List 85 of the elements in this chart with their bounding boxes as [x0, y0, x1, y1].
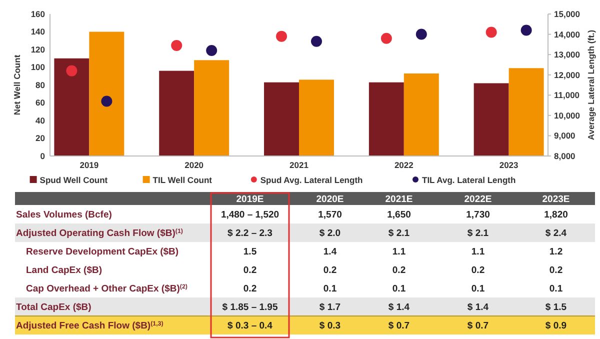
- text: 0.1: [549, 284, 564, 295]
- text: 1,820: [544, 210, 568, 221]
- text: 2020E: [316, 194, 344, 205]
- text: $ 0.7: [467, 320, 489, 332]
- bar: [159, 70, 194, 156]
- text: Adjusted Free Cash Flow ($B)$^{(1,3)}$: [16, 320, 164, 332]
- text: 0.2: [549, 265, 563, 276]
- text: Reserve Development CapEx ($B): [26, 246, 179, 258]
- text: $ 2.2 – 2.3: [228, 228, 272, 240]
- bar: [508, 68, 544, 156]
- text: $ 1.4: [467, 302, 490, 314]
- legend-label: TIL Well Count: [152, 175, 212, 185]
- text: 1.1: [392, 246, 406, 258]
- legend-label: TIL Avg. Lateral Length: [422, 175, 516, 185]
- bar: [404, 73, 439, 156]
- text: $ 0.3: [319, 320, 341, 332]
- y2-tick-label: 8,000: [554, 150, 576, 161]
- text: $ 0.3 – 0.4: [228, 320, 274, 332]
- x-tick-label: 2022: [394, 160, 414, 170]
- y-tick-label: 140: [30, 26, 46, 37]
- x-tick-label: 2023: [499, 160, 519, 170]
- text: Adjusted Operating Cash Flow ($B)$^{(1)}$: [16, 228, 183, 240]
- y-tick-label: 120: [30, 44, 46, 54]
- y2-tick-label: 11,000: [554, 90, 580, 100]
- text: 0.2: [323, 265, 337, 276]
- y-tick-label: 60: [36, 98, 46, 108]
- bar: [194, 60, 230, 156]
- y2-tick-label: 13,000: [554, 50, 580, 60]
- text: 0.1: [323, 284, 338, 295]
- text: $ 1.85 – 1.95: [222, 302, 278, 314]
- text: 1.2: [549, 246, 563, 258]
- text: Total CapEx ($B): [16, 302, 92, 314]
- x-tick-label: 2019: [80, 160, 99, 170]
- text: 1,650: [387, 210, 411, 221]
- y-tick-label: 20: [36, 133, 46, 144]
- y2-tick-label: 14,000: [554, 29, 580, 40]
- text: 1,480 – 1,520: [220, 210, 280, 221]
- x-tick-label: 2021: [290, 160, 309, 170]
- x-tick-label: 2020: [184, 160, 204, 170]
- text: Land CapEx ($B): [26, 265, 102, 276]
- text: $ 2.4: [545, 228, 568, 240]
- text: $ 2.1: [388, 228, 410, 240]
- text: $ 1.7: [319, 302, 341, 314]
- y-tick-label: 160: [30, 8, 46, 19]
- y2-axis-title: Average Lateral Length (ft.): [586, 30, 596, 140]
- text: $ 2.1: [467, 228, 490, 240]
- bar: [89, 32, 124, 156]
- bar: [368, 82, 404, 156]
- bar: [474, 83, 509, 156]
- text: $ 0.7: [388, 320, 410, 332]
- y-tick-label: 100: [30, 62, 46, 72]
- text: Cap Overhead + Other CapEx ($B)$^{(2)}$: [26, 283, 188, 295]
- legend-label: Spud Avg. Lateral Length: [260, 175, 363, 185]
- y-tick-label: 40: [36, 115, 46, 126]
- y2-tick-label: 9,000: [554, 130, 576, 141]
- bar: [264, 82, 299, 156]
- text: 0.2: [243, 265, 257, 276]
- text: $ 1.4: [388, 302, 410, 314]
- text: $ 0.9: [545, 320, 567, 332]
- text: Sales Volumes (Bcfe): [16, 210, 112, 221]
- text: 0.2: [392, 265, 406, 276]
- y-tick-label: 80: [36, 80, 46, 90]
- text: $ 2.0: [319, 228, 341, 240]
- bar: [299, 80, 334, 156]
- text: 2022E: [464, 194, 492, 205]
- text: 1,570: [318, 210, 342, 221]
- legend-label: Spud Well Count: [40, 175, 108, 185]
- y-tick-label: 0: [40, 150, 46, 161]
- text: 2019E: [236, 194, 264, 205]
- text: 2023E: [542, 194, 570, 205]
- text: 0.1: [471, 284, 486, 295]
- text: 2021E: [385, 194, 413, 205]
- y2-tick-label: 10,000: [554, 110, 580, 120]
- text: 0.2: [471, 265, 485, 276]
- text: $ 1.5: [545, 302, 568, 314]
- bar: [54, 58, 90, 156]
- y2-tick-label: 12,000: [554, 70, 580, 80]
- y2-tick-label: 15,000: [554, 8, 580, 19]
- y-axis-title: Net Well Count: [12, 54, 22, 116]
- text: 0.1: [392, 284, 406, 295]
- text: 1.4: [323, 246, 338, 258]
- text: 1,730: [466, 210, 490, 221]
- text: 0.2: [243, 284, 257, 295]
- text: 1.5: [243, 246, 258, 258]
- text: 1.1: [471, 246, 486, 258]
